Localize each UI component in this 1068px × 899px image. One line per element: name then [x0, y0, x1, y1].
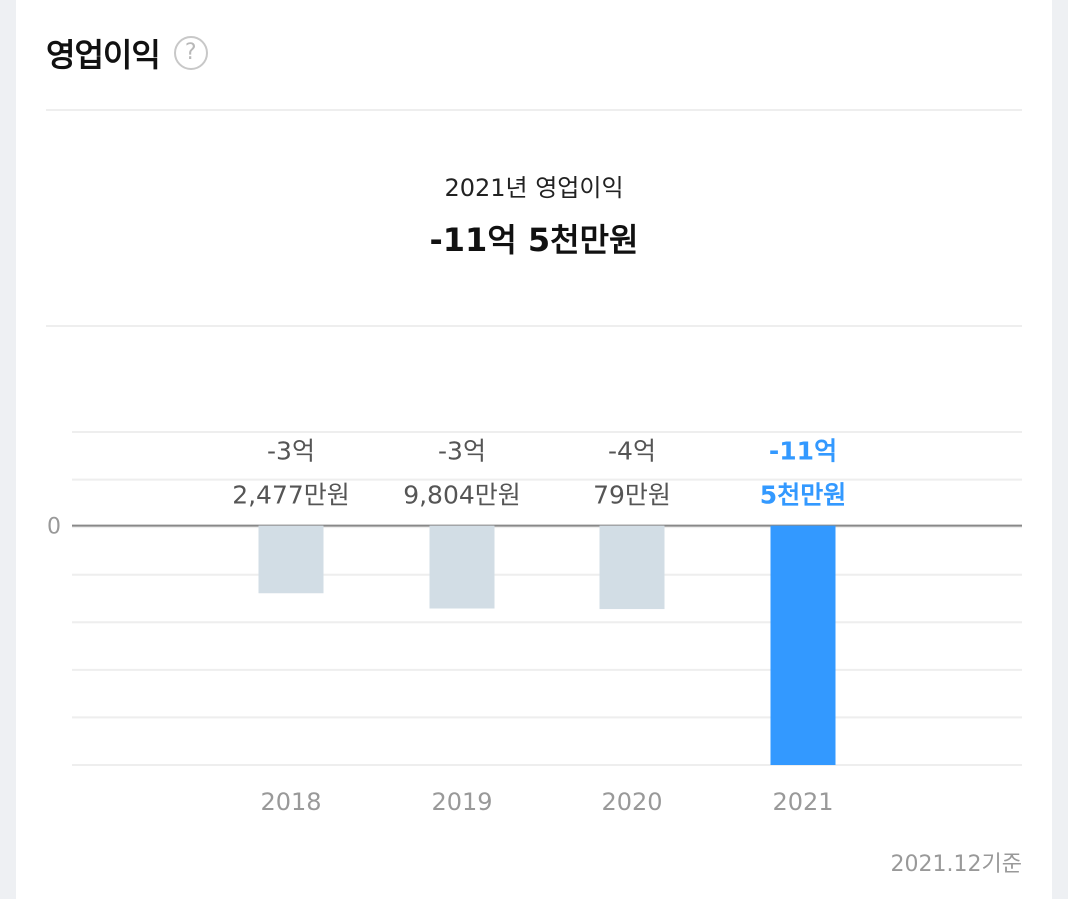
bar-2020	[599, 525, 665, 610]
data-label-2019-line1: -3억	[438, 437, 486, 466]
bar-2018	[258, 525, 324, 594]
section-header: 영업이익 ?	[46, 28, 208, 78]
operating-profit-card: 영업이익 ? 2021년 영업이익 -11억 5천만원 0 -3억 2,477만원 2…	[16, 0, 1052, 899]
x-tick-label-2021: 2021	[772, 788, 833, 816]
data-label-2021-line2: 5천만원	[760, 481, 846, 510]
footnote: 2021.12기준	[890, 852, 1022, 877]
zero-tick-label: 0	[47, 515, 61, 540]
section-title: 영업이익	[46, 36, 161, 74]
bar-2021	[770, 525, 836, 765]
data-label-2018-line2: 2,477만원	[232, 481, 350, 510]
x-tick-label-2018: 2018	[260, 788, 321, 816]
data-label-2018-line1: -3억	[267, 437, 315, 466]
data-label-2020-line2: 79만원	[593, 481, 671, 510]
header-divider	[46, 109, 1022, 111]
x-tick-label-2020: 2020	[601, 788, 662, 816]
question-circle-icon[interactable]: ?	[173, 36, 208, 70]
operating-profit-chart: 0 -3억 2,477만원 2018 -3억 9,804만원 2019 -4억 79만원 2020…	[47, 431, 1022, 816]
summary-divider	[46, 325, 1022, 327]
data-label-2019-line2: 9,804만원	[403, 481, 521, 510]
summary: 2021년 영업이익 -11억 5천만원	[16, 168, 1052, 261]
summary-value: -11억 5천만원	[429, 221, 639, 259]
data-label-2020-line1: -4억	[608, 437, 656, 466]
data-label-2021-line1: -11억	[769, 437, 837, 466]
x-tick-label-2019: 2019	[431, 788, 492, 816]
summary-label: 2021년 영업이익	[444, 174, 624, 202]
bar-2019	[429, 525, 495, 609]
